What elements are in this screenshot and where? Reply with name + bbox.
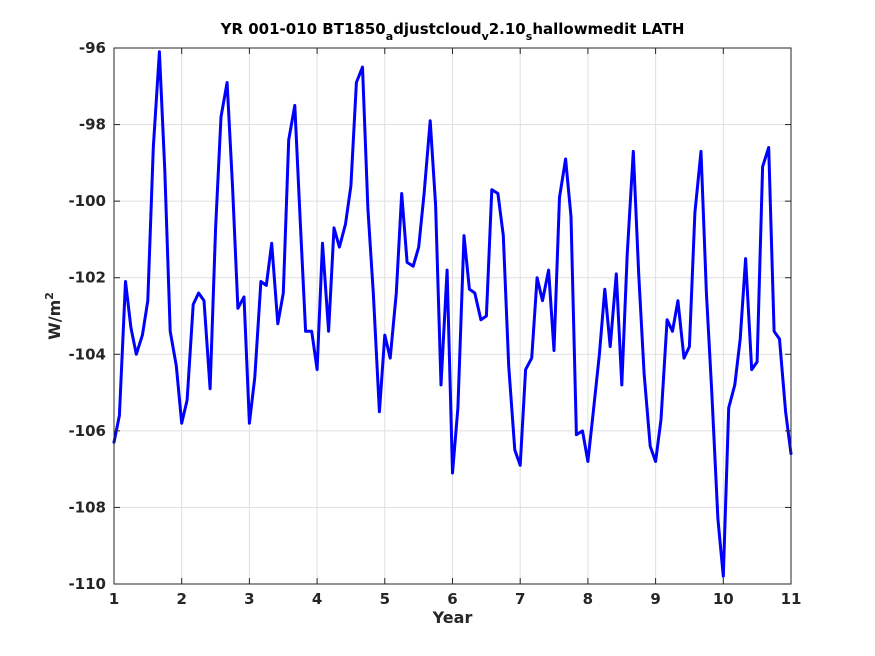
x-tick-label: 6 <box>447 590 457 608</box>
x-tick-label: 9 <box>650 590 660 608</box>
y-axis-label-base: W/m <box>45 300 64 340</box>
title-segment: djustcloud <box>393 20 481 38</box>
title-segment: YR 001-010 BT1850 <box>220 20 386 38</box>
y-tick-labels: -110 -108 -106 -104 -102 -100 -98 -96 <box>68 39 106 593</box>
tick-marks <box>113 47 792 585</box>
y-tick-label: -108 <box>68 498 106 516</box>
y-tick-label: -102 <box>68 269 106 287</box>
x-tick-label: 10 <box>713 590 734 608</box>
y-axis-label: W/m2 <box>43 292 64 340</box>
chart-title: YR 001-010 BT1850adjustcloudv2.10shallow… <box>220 20 685 43</box>
y-tick-label: -104 <box>68 345 106 363</box>
y-tick-label: -96 <box>79 39 106 57</box>
x-tick-label: 4 <box>312 590 322 608</box>
x-axis-label: Year <box>432 608 473 627</box>
title-subscript: s <box>526 30 533 43</box>
title-subscript: a <box>386 30 393 43</box>
series-line <box>112 50 793 578</box>
title-segment: hallowmedit LATH <box>532 20 684 38</box>
x-tick-label: 8 <box>583 590 593 608</box>
y-axis-label-superscript: 2 <box>43 292 56 300</box>
x-tick-label: 3 <box>244 590 254 608</box>
x-tick-label: 2 <box>176 590 186 608</box>
title-subscript: v <box>482 30 490 43</box>
x-tick-label: 5 <box>380 590 390 608</box>
y-tick-label: -110 <box>68 575 106 593</box>
y-tick-label: -106 <box>68 422 106 440</box>
y-tick-label: -100 <box>68 192 106 210</box>
series-layer <box>112 50 793 578</box>
x-tick-label: 7 <box>515 590 525 608</box>
x-tick-label: 11 <box>781 590 802 608</box>
x-tick-labels: 1 2 3 4 5 6 7 8 9 10 11 <box>109 590 802 608</box>
y-tick-label: -98 <box>79 116 106 134</box>
title-segment: 2.10 <box>489 20 526 38</box>
x-tick-label: 1 <box>109 590 119 608</box>
